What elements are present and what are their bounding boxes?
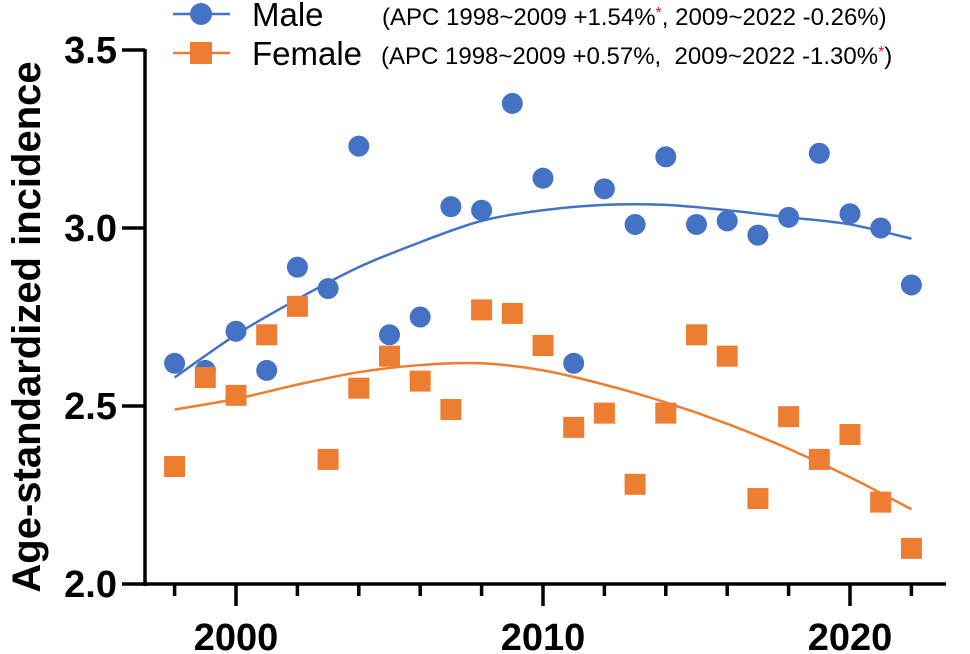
data-point-female xyxy=(501,302,523,324)
data-point-female xyxy=(409,370,431,392)
data-point-male xyxy=(686,213,707,235)
data-point-female xyxy=(593,402,615,424)
data-point-female xyxy=(286,295,308,317)
x-tick-label: 2020 xyxy=(808,617,893,654)
data-point-male xyxy=(471,199,493,221)
trend-lines xyxy=(173,202,912,511)
data-point-male xyxy=(716,210,738,232)
data-point-male xyxy=(225,320,247,342)
legend-male-marker xyxy=(190,3,212,25)
data-point-male xyxy=(900,274,922,296)
data-point-female xyxy=(839,423,861,445)
data-point-male xyxy=(624,213,646,235)
legend-female-apc-star: * xyxy=(878,44,884,61)
data-point-female xyxy=(532,334,554,356)
axes: 2.0 2.5 3.0 3.5 2000 2010 2020 xyxy=(64,30,946,654)
legend-male-apc-part1: (APC 1998~2009 +1.54% xyxy=(382,4,656,31)
legend-male-apc-star: * xyxy=(656,5,662,22)
x-tick-label: 2000 xyxy=(194,617,279,654)
legend-female-marker xyxy=(190,42,212,64)
data-point-female xyxy=(686,324,707,346)
data-point-female xyxy=(870,491,892,513)
legend-item-male: Male (APC 1998~2009 +1.54%*, 2009~2022 -… xyxy=(173,0,887,33)
data-point-female xyxy=(164,456,186,478)
data-point-male xyxy=(164,352,186,374)
y-tick-label: 2.5 xyxy=(64,386,117,428)
legend-female-apc-part2: ) xyxy=(884,43,892,70)
data-point-male xyxy=(778,206,800,228)
data-point-female xyxy=(808,448,830,470)
data-points xyxy=(164,92,922,559)
data-point-male xyxy=(839,203,861,225)
data-point-female xyxy=(624,473,646,495)
data-point-male xyxy=(286,256,308,278)
data-point-male xyxy=(379,324,400,346)
trend-line-female xyxy=(174,361,912,511)
data-point-female xyxy=(256,324,278,346)
data-point-male xyxy=(440,196,462,218)
data-point-male xyxy=(593,178,615,200)
y-tick-label: 3.5 xyxy=(64,30,117,72)
y-axis-label: Age-standardized incidence xyxy=(5,61,49,592)
data-point-male xyxy=(747,224,769,246)
data-point-female xyxy=(563,416,585,438)
legend-female-label: Female xyxy=(252,35,362,72)
data-point-male xyxy=(348,135,370,157)
legend-male-label: Male xyxy=(252,0,324,33)
legend-female-apc: (APC 1998~2009 +0.57%, 2009~2022 -1.30%*… xyxy=(381,43,892,70)
legend-male-apc: (APC 1998~2009 +1.54%*, 2009~2022 -0.26%… xyxy=(382,4,887,31)
data-point-male xyxy=(563,352,585,374)
data-point-female xyxy=(379,345,400,367)
data-point-male xyxy=(501,92,523,114)
data-point-female xyxy=(225,384,247,406)
data-point-female xyxy=(440,399,462,421)
data-point-male xyxy=(317,278,339,300)
data-point-male xyxy=(870,217,892,239)
data-point-female xyxy=(900,537,922,559)
x-tick-label: 2010 xyxy=(501,617,586,654)
data-point-male xyxy=(808,142,830,164)
data-point-female xyxy=(317,448,339,470)
legend: Male (APC 1998~2009 +1.54%*, 2009~2022 -… xyxy=(173,0,892,72)
data-point-female xyxy=(655,402,677,424)
data-point-female xyxy=(471,299,493,321)
data-point-female xyxy=(194,367,216,389)
data-point-male xyxy=(409,306,431,328)
legend-female-apc-part1: (APC 1998~2009 +0.57%, 2009~2022 -1.30% xyxy=(381,43,878,70)
data-point-female xyxy=(716,345,738,367)
data-point-female xyxy=(778,406,800,428)
data-point-male xyxy=(532,167,554,189)
y-tick-label: 3.0 xyxy=(64,208,117,250)
data-point-male xyxy=(256,359,278,381)
y-tick-label: 2.0 xyxy=(64,564,117,606)
data-point-male xyxy=(655,146,677,168)
legend-item-female: Female (APC 1998~2009 +0.57%, 2009~2022 … xyxy=(173,35,892,72)
data-point-female xyxy=(747,488,769,510)
legend-male-apc-part2: , 2009~2022 -0.26%) xyxy=(662,4,887,31)
data-point-female xyxy=(348,377,370,399)
